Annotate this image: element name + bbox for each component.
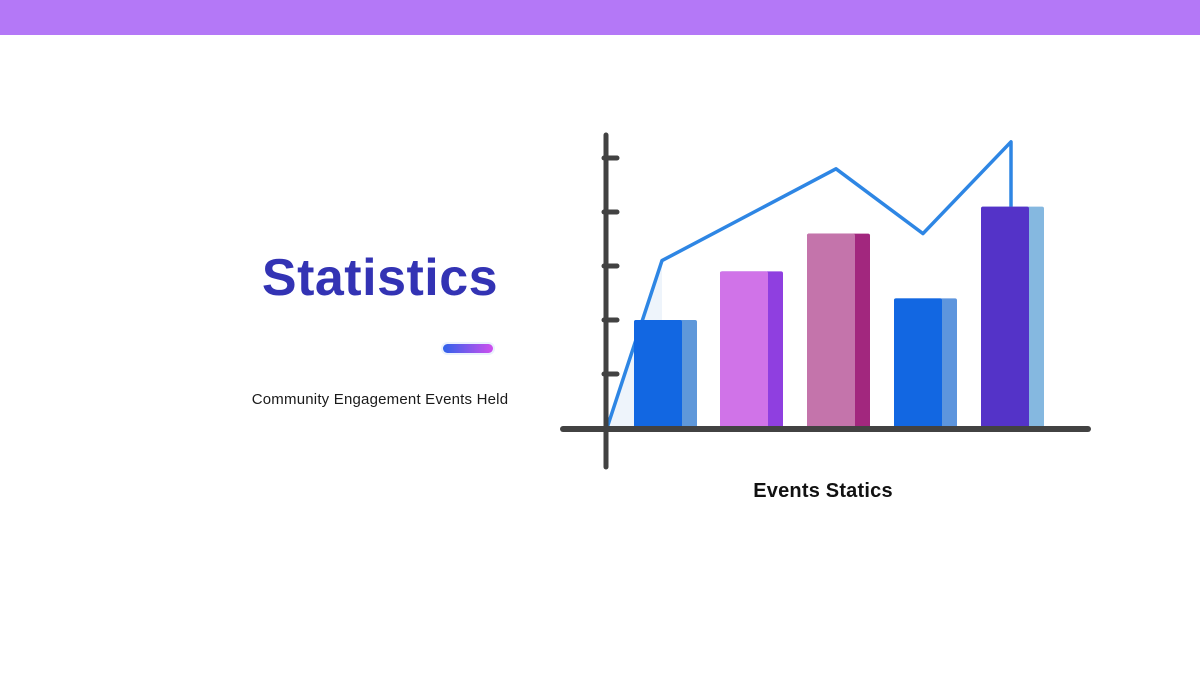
title-underline-accent — [443, 344, 493, 353]
page-title: Statistics — [261, 249, 499, 307]
chart-caption: Events Statics — [753, 480, 893, 502]
subtitle: Community Engagement Events Held — [251, 391, 509, 408]
events-chart — [560, 132, 1091, 470]
top-banner — [0, 0, 1200, 35]
text-panel: Statistics — [230, 249, 530, 307]
